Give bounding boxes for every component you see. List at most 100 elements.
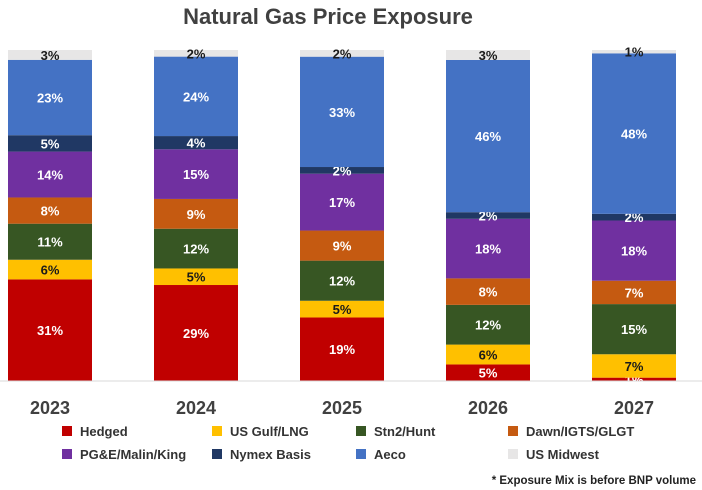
bar-segment <box>446 304 530 345</box>
data-label: 17% <box>329 195 355 210</box>
data-label: 2% <box>187 46 206 61</box>
x-tick-label: 2024 <box>176 398 216 418</box>
bar-segment <box>300 167 384 174</box>
legend-swatch <box>212 426 222 436</box>
bar-segment <box>592 53 676 214</box>
data-label: 33% <box>329 105 355 120</box>
bar-segment <box>592 213 676 221</box>
bar-segment <box>446 212 530 219</box>
bar-segment <box>8 50 92 60</box>
data-label: 5% <box>187 270 206 285</box>
data-label: 15% <box>621 322 647 337</box>
x-tick-label: 2023 <box>30 398 70 418</box>
data-label: 18% <box>621 244 647 259</box>
data-label: 11% <box>37 235 63 250</box>
legend-swatch <box>508 449 518 459</box>
bar-segment <box>446 59 530 213</box>
data-label: 9% <box>333 239 352 254</box>
legend-label: Dawn/IGTS/GLGT <box>526 424 634 439</box>
bar-segment <box>154 50 238 57</box>
data-label: 9% <box>187 207 206 222</box>
data-label: 23% <box>37 91 63 106</box>
bar-segment <box>592 50 676 54</box>
x-tick-label: 2025 <box>322 398 362 418</box>
data-label: 1% <box>625 45 644 60</box>
x-tick-label: 2027 <box>614 398 654 418</box>
bar-segment <box>446 364 530 381</box>
bar-segment <box>300 300 384 318</box>
bar-segment <box>592 280 676 305</box>
legend-swatch <box>62 449 72 459</box>
legend-swatch <box>356 449 366 459</box>
bar-segment <box>154 136 238 150</box>
legend-label: Hedged <box>80 424 128 439</box>
data-label: 2% <box>625 210 644 225</box>
bar-segment <box>8 135 92 152</box>
legend-label: Nymex Basis <box>230 447 311 462</box>
bar-segment <box>8 223 92 260</box>
data-label: 5% <box>333 302 352 317</box>
bar-segment <box>8 197 92 224</box>
data-label: 4% <box>187 136 206 151</box>
data-label: 2% <box>333 46 352 61</box>
bar-segment <box>154 198 238 229</box>
bar-segment <box>446 344 530 365</box>
bar-segment <box>592 304 676 355</box>
data-label: 12% <box>183 242 209 257</box>
bar-segment <box>446 218 530 279</box>
data-label: 3% <box>479 48 498 63</box>
data-label: 15% <box>183 167 209 182</box>
bars-group: 31% 6% 11% 8% 14% 5% 23% 3% 29% 5% 12% 9% 15% 4% 24% 2%… <box>8 45 676 387</box>
data-label: 8% <box>41 204 60 219</box>
bar-segment <box>154 149 238 199</box>
data-label: 5% <box>479 366 498 381</box>
legend-label: Aeco <box>374 447 406 462</box>
bar-segment <box>300 56 384 168</box>
data-label: 18% <box>475 242 501 257</box>
bar-segment <box>300 230 384 261</box>
legend-label: PG&E/Malin/King <box>80 447 186 462</box>
data-label: 12% <box>329 274 355 289</box>
data-label: 46% <box>475 129 501 144</box>
data-label: 7% <box>625 359 644 374</box>
data-label: 8% <box>479 285 498 300</box>
data-label: 24% <box>183 89 209 104</box>
bar-segment <box>8 59 92 136</box>
bar-segment <box>8 151 92 198</box>
chart-title: Natural Gas Price Exposure <box>183 4 473 29</box>
bar-segment <box>446 50 530 60</box>
data-label: 29% <box>183 326 209 341</box>
data-label: 14% <box>37 168 63 183</box>
data-label: 7% <box>625 285 644 300</box>
bar-segment <box>592 354 676 378</box>
data-label: 5% <box>41 136 60 151</box>
legend-swatch <box>508 426 518 436</box>
data-label: 3% <box>41 48 60 63</box>
bar-segment <box>300 260 384 301</box>
data-label: 31% <box>37 323 63 338</box>
data-label: 19% <box>329 342 355 357</box>
bar-segment <box>154 56 238 137</box>
legend-swatch <box>62 426 72 436</box>
data-label: 2% <box>333 163 352 178</box>
bar-segment <box>446 278 530 305</box>
bar-segment <box>592 220 676 281</box>
data-label: 48% <box>621 127 647 142</box>
bar-segment <box>8 279 92 381</box>
x-tick-label: 2026 <box>468 398 508 418</box>
bar-segment <box>300 173 384 231</box>
bar-segment <box>154 268 238 286</box>
bar-segment <box>300 317 384 381</box>
bar-segment <box>8 259 92 280</box>
data-label: 6% <box>479 348 498 363</box>
data-label: 2% <box>479 209 498 224</box>
legend-label: Stn2/Hunt <box>374 424 436 439</box>
legend-swatch <box>356 426 366 436</box>
footnote: * Exposure Mix is before BNP volume <box>492 475 696 487</box>
data-label: 6% <box>41 263 60 278</box>
bar-segment <box>154 228 238 269</box>
legend-swatch <box>212 449 222 459</box>
bar-segment <box>592 377 676 381</box>
legend-label: US Midwest <box>526 447 600 462</box>
